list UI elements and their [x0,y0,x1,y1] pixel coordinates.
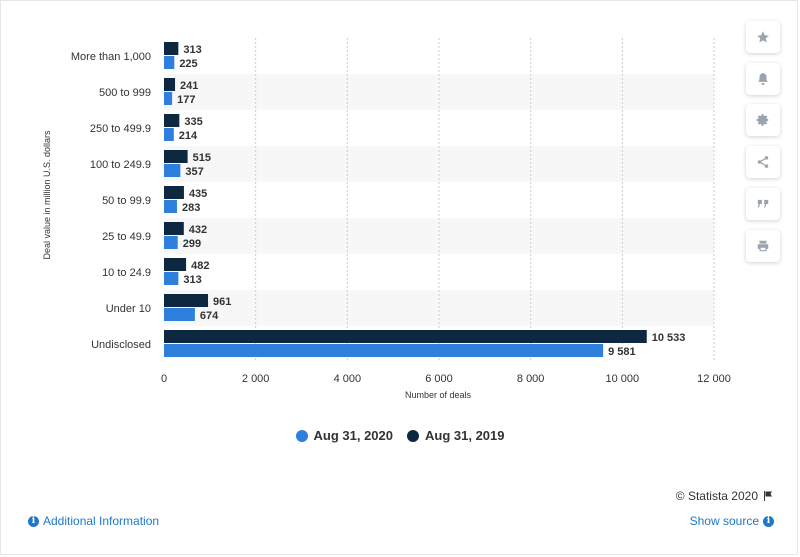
favorite-button[interactable] [746,21,780,53]
bar[interactable] [164,272,179,285]
bar[interactable] [164,128,174,141]
category-label: More than 1,000 [71,51,151,63]
bar[interactable] [164,294,209,307]
bar[interactable] [164,42,179,55]
bar[interactable] [164,78,176,91]
info-icon: i [763,515,774,527]
additional-information-link[interactable]: i Additional Information [28,514,159,528]
category-label: Undisclosed [91,339,151,351]
settings-button[interactable] [746,104,780,136]
bar[interactable] [164,186,184,199]
x-tick-label: 6 000 [425,373,453,385]
legend: Aug 31, 2020 Aug 31, 2019 [0,428,800,443]
data-label: 435 [189,188,207,200]
legend-marker-2020 [295,429,308,442]
star-icon [757,31,769,43]
data-label: 313 [183,274,201,286]
data-label: 10 533 [652,332,686,344]
share-icon [757,156,769,168]
bar[interactable] [164,344,604,357]
bar-chart: 313 225 241 177 335 214 515 357 435 283 432 299 482 3… [42,38,731,400]
legend-item-2020[interactable]: Aug 31, 2020 [295,428,394,443]
x-axis-title: Number of deals [405,390,472,400]
x-tick-label: 0 [161,373,167,385]
legend-marker-2019 [407,429,419,442]
data-label: 432 [189,224,207,236]
category-label: 100 to 249.9 [90,159,151,171]
data-label: 313 [183,44,201,56]
notification-button[interactable] [746,63,780,95]
bar[interactable] [164,164,181,177]
credits-text: © Statista 2020 [675,489,758,503]
tick-labels: 0 2 000 4 000 6 000 8 000 10 000 12 000 [161,373,731,385]
x-tick-label: 12 000 [697,373,731,385]
quote-icon [757,199,769,208]
additional-information-label: Additional Information [43,514,160,528]
data-label: 283 [182,202,200,214]
data-label: 241 [180,80,198,92]
bar[interactable] [164,150,188,163]
flag-icon [764,491,772,501]
x-tick-label: 4 000 [334,373,362,385]
x-tick-label: 10 000 [606,373,640,385]
cite-button[interactable] [746,188,780,220]
data-label: 225 [179,58,197,70]
legend-item-2019[interactable]: Aug 31, 2019 [407,428,505,443]
info-icon: i [28,515,39,527]
bar[interactable] [164,114,180,127]
legend-label-2020: Aug 31, 2020 [313,428,394,443]
bar[interactable] [164,200,177,213]
legend-label-2019: Aug 31, 2019 [425,428,505,443]
show-source-label: Show source [689,514,759,528]
data-label: 961 [213,296,231,308]
category-label: 50 to 99.9 [102,195,151,207]
x-tick-label: 8 000 [517,373,545,385]
credits[interactable]: © Statista 2020 [676,489,774,503]
bar[interactable] [164,236,178,249]
category-label: 25 to 49.9 [102,231,151,243]
data-label: 482 [191,260,209,272]
bar[interactable] [164,330,647,343]
data-label: 177 [177,94,195,106]
data-label: 357 [185,166,203,178]
x-tick-label: 2 000 [242,373,270,385]
category-label: 250 to 499.9 [90,123,151,135]
data-label: 299 [183,238,201,250]
data-label: 674 [200,310,219,322]
grid-lines [255,38,715,362]
data-label: 335 [184,116,202,128]
bell-icon [758,73,768,85]
category-label: 10 to 24.9 [102,267,151,279]
data-label: 9 581 [608,346,636,358]
bar[interactable] [164,92,173,105]
show-source-link[interactable]: Show source i [690,514,774,528]
category-label: Under 10 [106,303,151,315]
bar[interactable] [164,258,187,271]
bars: 313 225 241 177 335 214 515 357 435 283 432 299 482 3… [164,42,685,358]
bar[interactable] [164,308,195,321]
category-labels: More than 1,000 500 to 999 250 to 499.9 100… [71,51,151,351]
share-button[interactable] [746,146,780,178]
y-axis-title: Deal value in million U.S. dollars [42,130,52,260]
bar[interactable] [164,222,184,235]
bar[interactable] [164,56,175,69]
data-label: 515 [193,152,211,164]
data-label: 214 [179,130,198,142]
print-icon [757,240,769,252]
gear-icon [756,114,769,126]
category-label: 500 to 999 [99,87,151,99]
print-button[interactable] [746,230,780,262]
